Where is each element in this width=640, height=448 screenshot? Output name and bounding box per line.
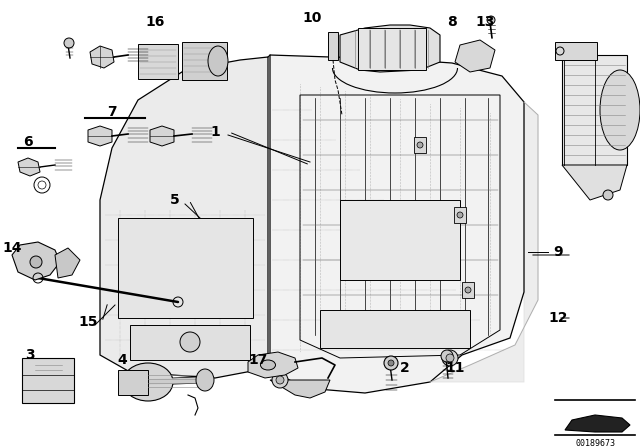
Polygon shape	[90, 46, 114, 68]
Text: 13: 13	[476, 15, 495, 29]
Bar	[454, 207, 466, 223]
Circle shape	[276, 376, 284, 384]
Circle shape	[487, 16, 495, 24]
Polygon shape	[150, 126, 174, 146]
Polygon shape	[88, 126, 112, 146]
Bar	[562, 55, 627, 165]
Text: 3: 3	[25, 348, 35, 362]
Ellipse shape	[260, 360, 275, 370]
Bar	[22, 358, 74, 403]
Circle shape	[64, 38, 74, 48]
Polygon shape	[100, 57, 268, 378]
Bar	[555, 42, 597, 60]
Circle shape	[388, 360, 394, 366]
Polygon shape	[565, 415, 630, 432]
Circle shape	[457, 212, 463, 218]
Bar	[182, 42, 227, 80]
Polygon shape	[340, 25, 440, 72]
Text: 16: 16	[145, 15, 164, 29]
Text: 6: 6	[23, 135, 33, 149]
Text: 10: 10	[302, 11, 322, 25]
Polygon shape	[18, 158, 40, 176]
Circle shape	[180, 332, 200, 352]
Ellipse shape	[123, 363, 173, 401]
Circle shape	[603, 190, 613, 200]
Text: 17: 17	[248, 353, 268, 367]
Ellipse shape	[600, 70, 640, 150]
Circle shape	[442, 350, 458, 366]
Circle shape	[441, 350, 453, 362]
Text: 9: 9	[553, 245, 563, 259]
Text: 11: 11	[445, 361, 465, 375]
Text: 4: 4	[117, 353, 127, 367]
Text: 5: 5	[170, 193, 180, 207]
Text: 15: 15	[78, 315, 98, 329]
Polygon shape	[270, 380, 330, 398]
Bar	[118, 218, 253, 318]
Bar	[118, 370, 148, 395]
Ellipse shape	[196, 369, 214, 391]
Bar	[462, 282, 474, 298]
Circle shape	[30, 256, 42, 268]
Polygon shape	[12, 242, 60, 280]
Bar	[414, 137, 426, 153]
Text: 00189673: 00189673	[575, 439, 615, 448]
Text: 1: 1	[210, 125, 220, 139]
Circle shape	[417, 142, 423, 148]
Polygon shape	[248, 352, 298, 378]
Ellipse shape	[208, 46, 228, 76]
Circle shape	[465, 287, 471, 293]
Bar	[130, 325, 250, 360]
Polygon shape	[562, 165, 627, 200]
Circle shape	[446, 354, 454, 362]
Circle shape	[384, 356, 398, 370]
Polygon shape	[55, 248, 80, 278]
Bar	[328, 32, 338, 60]
Text: 7: 7	[107, 105, 117, 119]
Polygon shape	[430, 102, 538, 382]
Bar	[340, 200, 460, 280]
Bar	[358, 28, 426, 70]
Text: 12: 12	[548, 311, 568, 325]
Text: 8: 8	[447, 15, 457, 29]
Text: 2: 2	[400, 361, 410, 375]
Circle shape	[272, 372, 288, 388]
Polygon shape	[270, 55, 524, 393]
Text: 14: 14	[3, 241, 22, 255]
Bar	[138, 44, 178, 79]
Bar	[320, 310, 470, 348]
Polygon shape	[455, 40, 495, 72]
